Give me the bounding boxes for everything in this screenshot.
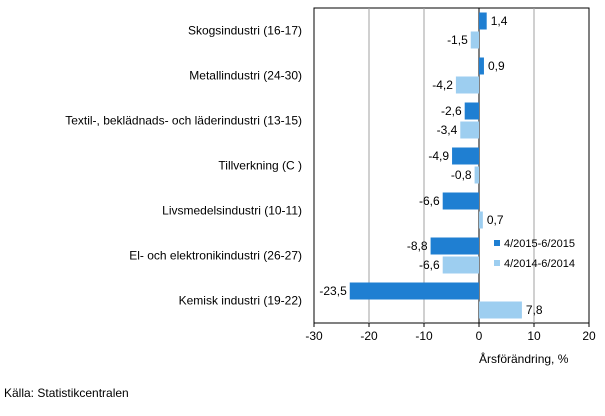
data-label: -1,5 — [447, 33, 468, 47]
bar — [474, 166, 479, 184]
category-label: Textil-, beklädnads- och läderindustri (… — [65, 114, 302, 128]
legend-swatch — [494, 260, 500, 266]
bar — [455, 76, 479, 94]
legend-label: 4/2015-6/2015 — [504, 238, 575, 250]
category-label: El- och elektronikindustri (26-27) — [129, 249, 302, 263]
category-label: Kemisk industri (19-22) — [179, 294, 302, 308]
bar — [479, 57, 484, 75]
plot-frame — [313, 7, 590, 324]
data-label: 7,8 — [526, 303, 543, 317]
data-label: 0,9 — [488, 59, 505, 73]
bar — [464, 102, 479, 120]
data-label: -4,2 — [432, 78, 453, 92]
bar — [349, 282, 479, 300]
bar — [479, 12, 487, 30]
category-label: Metallindustri (24-30) — [189, 69, 302, 83]
category-label: Skogsindustri (16-17) — [188, 24, 302, 38]
data-label: -0,8 — [451, 168, 472, 182]
category-label: Livsmedelsindustri (10-11) — [162, 204, 302, 218]
bar — [430, 237, 479, 255]
data-label: -3,4 — [437, 123, 458, 137]
bar — [460, 121, 479, 139]
bar — [479, 301, 522, 319]
data-label: -8,8 — [407, 239, 428, 253]
data-label: -4,9 — [428, 149, 449, 163]
x-tick-label: -30 — [305, 329, 323, 343]
data-label: -6,6 — [419, 258, 440, 272]
bar — [442, 256, 479, 274]
x-tick-label: 0 — [476, 329, 483, 343]
x-tick-label: -10 — [415, 329, 433, 343]
x-tick-label: 20 — [582, 329, 596, 343]
legend-swatch — [494, 240, 500, 246]
legend-label: 4/2014-6/2014 — [504, 258, 575, 270]
data-label: 1,4 — [491, 14, 508, 28]
data-label: -23,5 — [319, 284, 347, 298]
x-axis-title: Årsförändring, % — [479, 351, 569, 366]
bar — [452, 147, 479, 165]
data-label: -6,6 — [419, 194, 440, 208]
data-label: -2,6 — [441, 104, 462, 118]
data-label: 0,7 — [487, 213, 504, 227]
source-note: Källa: Statistikcentralen — [4, 386, 129, 400]
x-tick-label: -20 — [360, 329, 378, 343]
category-label: Tillverkning (C ) — [218, 159, 302, 173]
bar — [479, 211, 483, 229]
bar — [470, 31, 479, 49]
bar — [442, 192, 479, 210]
x-tick-label: 10 — [527, 329, 541, 343]
